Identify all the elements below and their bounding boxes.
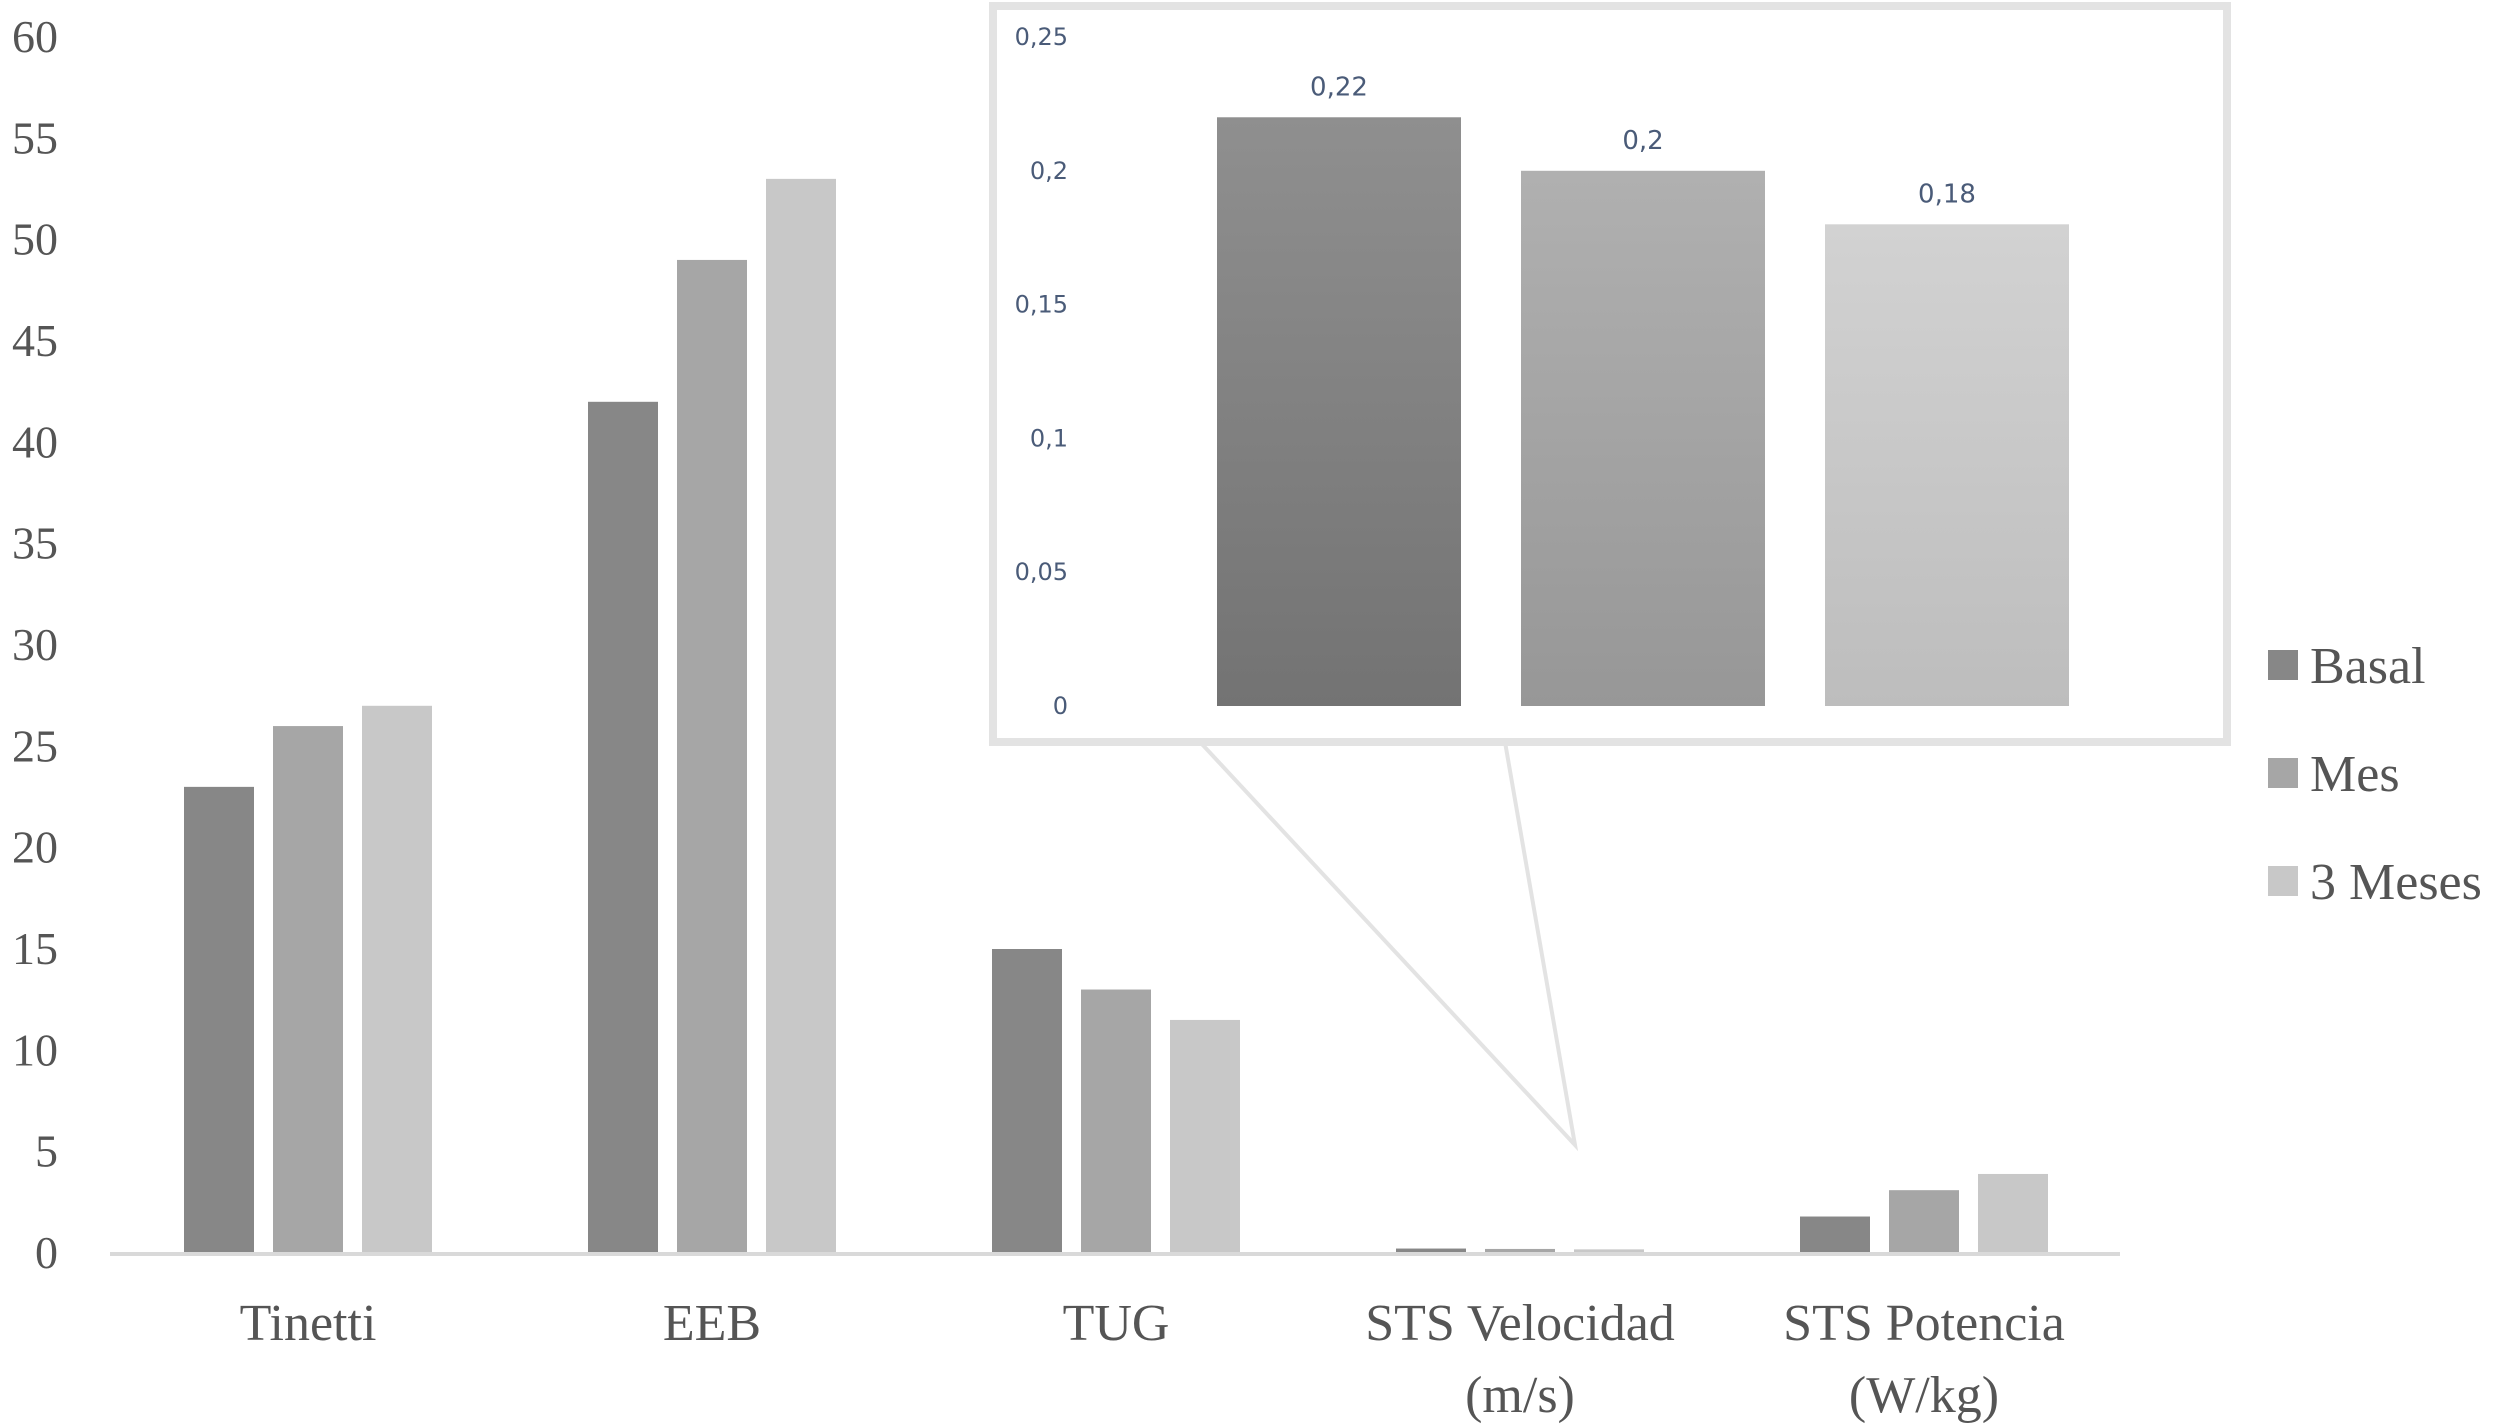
bar — [588, 401, 658, 1253]
x-tick-label: STS Velocidad — [1365, 1295, 1675, 1352]
y-tick-label: 5 — [35, 1126, 58, 1177]
bar — [1396, 1248, 1466, 1253]
bar — [677, 259, 747, 1253]
bar — [1978, 1173, 2048, 1253]
inset-y-tick-label: 0 — [1053, 692, 1068, 720]
bar — [1889, 1190, 1959, 1253]
x-tick-label: (W/kg) — [1849, 1367, 1999, 1424]
legend-swatch — [2268, 650, 2298, 680]
bar — [1170, 1019, 1240, 1253]
bar — [362, 705, 432, 1253]
inset-data-label: 0,2 — [1622, 126, 1663, 156]
y-tick-label: 55 — [12, 112, 58, 163]
y-tick-label: 10 — [12, 1024, 58, 1075]
inset-data-label: 0,22 — [1310, 72, 1368, 102]
inset-y-tick-label: 0,05 — [1015, 558, 1068, 586]
y-tick-label: 50 — [12, 214, 58, 265]
legend-swatch — [2268, 758, 2298, 788]
bar — [184, 786, 254, 1253]
inset-bar — [1825, 224, 2069, 706]
y-tick-label: 40 — [12, 416, 58, 467]
inset-y-tick-label: 0,1 — [1030, 424, 1068, 452]
y-tick-label: 45 — [12, 315, 58, 366]
inset-bar — [1521, 170, 1765, 707]
bar — [1800, 1216, 1870, 1253]
legend-label: Mes — [2310, 746, 2400, 803]
inset-y-tick-label: 0,15 — [1015, 291, 1068, 319]
y-tick-label: 30 — [12, 619, 58, 670]
x-tick-label: EEB — [663, 1295, 761, 1352]
x-tick-label: (m/s) — [1465, 1367, 1575, 1424]
y-tick-label: 0 — [35, 1227, 58, 1278]
inset-bar — [1217, 117, 1461, 706]
x-tick-label: TUG — [1063, 1295, 1170, 1352]
inset-y-tick-label: 0,2 — [1030, 157, 1068, 185]
inset-data-label: 0,18 — [1918, 179, 1976, 209]
bar — [1574, 1249, 1644, 1253]
y-tick-label: 25 — [12, 720, 58, 771]
x-tick-label: Tinetti — [240, 1295, 377, 1352]
y-tick-label: 60 — [12, 11, 58, 62]
callout-connector — [1198, 740, 1579, 1152]
bar — [273, 726, 343, 1253]
y-tick-label: 35 — [12, 518, 58, 569]
x-tick-label: STS Potencia — [1783, 1295, 2065, 1352]
y-tick-label: 20 — [12, 822, 58, 873]
bar — [766, 178, 836, 1253]
bar — [1081, 989, 1151, 1253]
bar — [1485, 1248, 1555, 1253]
legend-label: Basal — [2310, 638, 2426, 695]
legend-label: 3 Meses — [2310, 854, 2482, 911]
y-tick-label: 15 — [12, 923, 58, 974]
legend-swatch — [2268, 866, 2298, 896]
bar — [992, 949, 1062, 1253]
inset-y-tick-label: 0,25 — [1015, 23, 1068, 51]
